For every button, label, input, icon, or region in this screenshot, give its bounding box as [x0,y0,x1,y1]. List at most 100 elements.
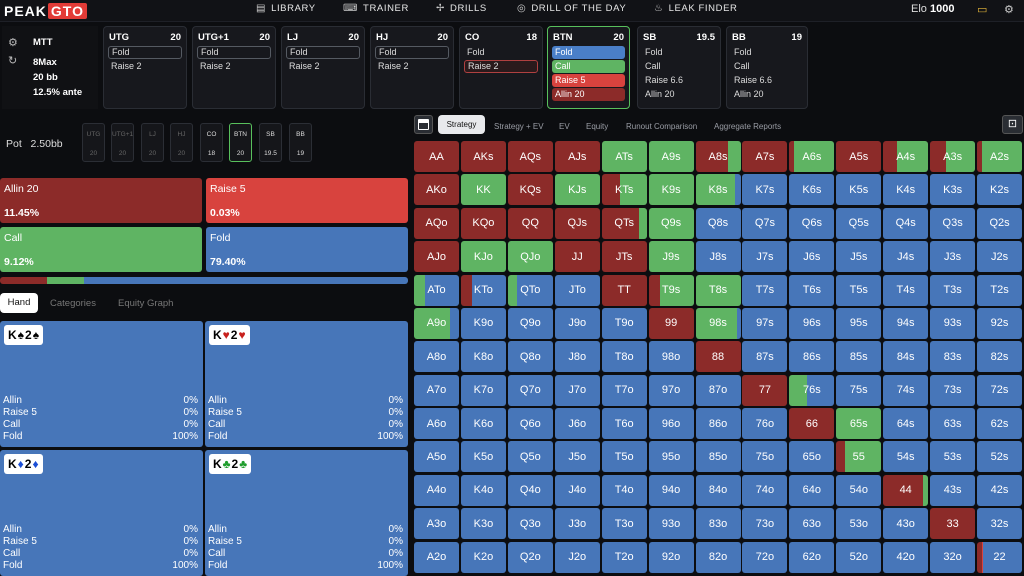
hand-cell[interactable]: 63s [930,408,975,439]
hand-cell[interactable]: K7s [742,174,787,205]
hand-cell[interactable]: Q7o [508,375,553,406]
hand-cell[interactable]: ATo [414,275,459,306]
hand-cell[interactable]: A3s [930,141,975,172]
hand-cell[interactable]: Q4s [883,208,928,239]
hand-cell[interactable]: A2o [414,542,459,573]
hand-cell[interactable]: K5s [836,174,881,205]
settings-gear-icon[interactable]: ⚙ [1004,3,1014,16]
hand-cell[interactable]: Q5s [836,208,881,239]
hand-cell[interactable]: A9s [649,141,694,172]
settings-icon[interactable]: ⚙ [8,36,18,49]
hand-cell[interactable]: 64o [789,475,834,506]
hand-cell[interactable]: AJs [555,141,600,172]
position-action[interactable]: Raise 6.6 [731,74,803,87]
hand-cell[interactable]: JJ [555,241,600,272]
nav-library[interactable]: ▤LIBRARY [256,3,316,14]
hand-cell[interactable]: 87o [696,375,741,406]
nav-trainer[interactable]: ⌨TRAINER [343,3,409,14]
hand-cell[interactable]: T3s [930,275,975,306]
hand-cell[interactable]: 86o [696,408,741,439]
hand-cell[interactable]: 76s [789,375,834,406]
position-action[interactable]: Raise 2 [108,60,182,73]
hand-cell[interactable]: T6s [789,275,834,306]
hand-cell[interactable]: 88 [696,341,741,372]
hand-cell[interactable]: T7s [742,275,787,306]
hand-cell[interactable]: 72o [742,542,787,573]
hand-cell[interactable]: Q8s [696,208,741,239]
hand-cell[interactable]: 85s [836,341,881,372]
position-action[interactable]: Raise 2 [197,60,271,73]
position-action[interactable]: Fold [552,46,625,59]
hand-cell[interactable]: T5o [602,441,647,472]
hand-cell[interactable]: K2s [977,174,1022,205]
hand-cell[interactable]: Q9s [649,208,694,239]
hand-cell[interactable]: 77 [742,375,787,406]
nav-drill-of-the-day[interactable]: ◎DRILL OF THE DAY [517,3,626,14]
hand-cell[interactable]: 62s [977,408,1022,439]
position-action[interactable]: Raise 2 [375,60,449,73]
hand-cell[interactable]: K4s [883,174,928,205]
position-action[interactable]: Fold [108,46,182,59]
hand-cell[interactable]: QTo [508,275,553,306]
tab-equity[interactable]: Equity [586,122,608,131]
hand-cell[interactable]: K7o [461,375,506,406]
hand-cell[interactable]: 92o [649,542,694,573]
hand-cell[interactable]: 66 [789,408,834,439]
hand-cell[interactable]: Q4o [508,475,553,506]
hand-cell[interactable]: Q7s [742,208,787,239]
tab-strategy[interactable]: Strategy [438,115,485,134]
hand-cell[interactable]: J4s [883,241,928,272]
hand-cell[interactable]: T7o [602,375,647,406]
hand-cell[interactable]: AA [414,141,459,172]
position-action[interactable]: Fold [375,46,449,59]
tab-equity-graph[interactable]: Equity Graph [118,298,173,309]
tab-ev[interactable]: EV [559,122,570,131]
hand-cell[interactable]: 63o [789,508,834,539]
hand-cell[interactable]: Q2s [977,208,1022,239]
hand-cell[interactable]: 52o [836,542,881,573]
hand-cell[interactable]: 33 [930,508,975,539]
hand-cell[interactable]: 74o [742,475,787,506]
position-action[interactable]: Allin 20 [731,88,803,101]
hand-cell[interactable]: K6o [461,408,506,439]
hand-cell[interactable]: J8s [696,241,741,272]
hand-cell[interactable]: 64s [883,408,928,439]
hand-cell[interactable]: 75o [742,441,787,472]
hand-cell[interactable]: 76o [742,408,787,439]
hand-cell[interactable]: K5o [461,441,506,472]
hand-cell[interactable]: QQ [508,208,553,239]
hand-cell[interactable]: Q8o [508,341,553,372]
hand-cell[interactable]: A9o [414,308,459,339]
hand-cell[interactable]: J6o [555,408,600,439]
hand-cell[interactable]: T4o [602,475,647,506]
hand-cell[interactable]: AQo [414,208,459,239]
position-action[interactable]: Call [642,60,716,73]
tab-hand[interactable]: Hand [0,293,38,313]
hand-cell[interactable]: T6o [602,408,647,439]
hand-cell[interactable]: J2s [977,241,1022,272]
hand-cell[interactable]: 73s [930,375,975,406]
hand-cell[interactable]: A8s [696,141,741,172]
hand-cell[interactable]: 32s [977,508,1022,539]
position-action[interactable]: Allin 20 [642,88,716,101]
hand-cell[interactable]: Q3o [508,508,553,539]
hand-cell[interactable]: K3s [930,174,975,205]
hand-cell[interactable]: 83s [930,341,975,372]
hand-cell[interactable]: 86s [789,341,834,372]
hand-cell[interactable]: 42s [977,475,1022,506]
hand-cell[interactable]: 74s [883,375,928,406]
hand-cell[interactable]: AKo [414,174,459,205]
hand-cell[interactable]: Q5o [508,441,553,472]
position-action[interactable]: Allin 20 [552,88,625,101]
